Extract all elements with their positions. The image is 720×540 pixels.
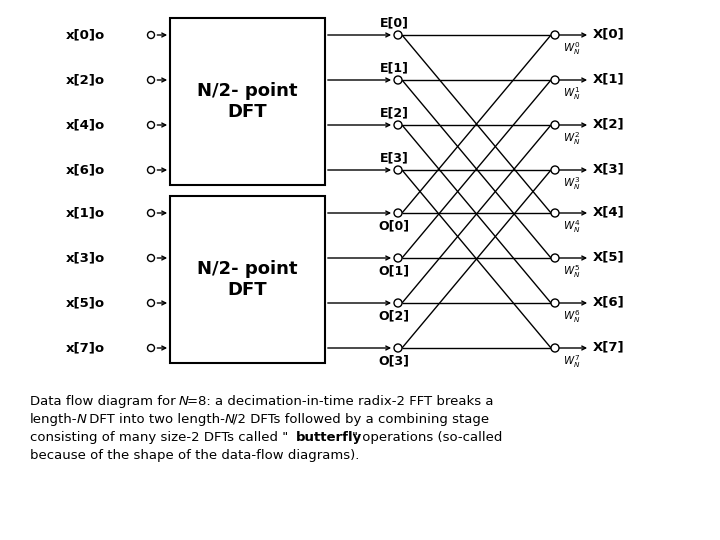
Text: $N$: $N$ [178,395,189,408]
Text: length-: length- [30,413,78,426]
Text: X[6]: X[6] [593,295,625,308]
Text: Data flow diagram for: Data flow diagram for [30,395,180,408]
Circle shape [394,209,402,217]
Text: x[2]o: x[2]o [66,73,105,86]
Text: $W_N^{7}$: $W_N^{7}$ [563,353,580,370]
Text: butterfly: butterfly [296,431,362,444]
Text: X[2]: X[2] [593,118,625,131]
Circle shape [148,300,155,307]
Circle shape [551,209,559,217]
Text: x[0]o: x[0]o [66,29,105,42]
Circle shape [148,254,155,261]
Text: $W_N^{6}$: $W_N^{6}$ [563,308,580,325]
Circle shape [551,344,559,352]
Text: X[0]: X[0] [593,28,625,40]
Circle shape [394,31,402,39]
Circle shape [148,210,155,217]
Circle shape [551,121,559,129]
Text: O[1]: O[1] [379,264,410,277]
Circle shape [551,76,559,84]
Text: $W_N^{0}$: $W_N^{0}$ [563,40,580,57]
Text: x[5]o: x[5]o [66,296,105,309]
Text: $W_N^{3}$: $W_N^{3}$ [563,175,580,192]
Text: X[5]: X[5] [593,251,625,264]
Text: $W_N^{1}$: $W_N^{1}$ [563,85,580,102]
Circle shape [148,166,155,173]
Circle shape [394,121,402,129]
Text: N/2- point
DFT: N/2- point DFT [197,82,298,121]
Circle shape [394,344,402,352]
Text: O[2]: O[2] [379,309,410,322]
Text: $W_N^{4}$: $W_N^{4}$ [563,218,580,235]
Text: consisting of many size-2 DFTs called ": consisting of many size-2 DFTs called " [30,431,288,444]
Text: x[7]o: x[7]o [66,341,105,354]
Text: O[0]: O[0] [379,219,410,232]
Text: E[0]: E[0] [379,16,408,29]
Text: x[1]o: x[1]o [66,206,105,219]
Text: $W_N^{5}$: $W_N^{5}$ [563,263,580,280]
Text: " operations (so-called: " operations (so-called [352,431,503,444]
Circle shape [551,166,559,174]
Text: DFT into two length-: DFT into two length- [85,413,225,426]
Text: $N$: $N$ [224,413,235,426]
Text: $W_N^{2}$: $W_N^{2}$ [563,130,580,147]
Text: because of the shape of the data-flow diagrams).: because of the shape of the data-flow di… [30,449,359,462]
Text: x[6]o: x[6]o [66,164,105,177]
Text: E[3]: E[3] [379,151,408,164]
Text: E[1]: E[1] [379,61,408,74]
Text: N/2- point
DFT: N/2- point DFT [197,260,298,299]
Text: E[2]: E[2] [379,106,408,119]
Circle shape [148,345,155,352]
Text: X[1]: X[1] [593,72,625,85]
Text: X[3]: X[3] [593,163,625,176]
Circle shape [148,122,155,129]
Text: X[4]: X[4] [593,206,625,219]
Text: x[3]o: x[3]o [66,252,105,265]
Text: =8: a decimation-in-time radix-2 FFT breaks a: =8: a decimation-in-time radix-2 FFT bre… [187,395,493,408]
Circle shape [551,31,559,39]
Text: $N$: $N$ [76,413,88,426]
Circle shape [551,254,559,262]
Circle shape [551,299,559,307]
Circle shape [394,166,402,174]
Circle shape [394,254,402,262]
Text: X[7]: X[7] [593,341,625,354]
Circle shape [394,299,402,307]
Circle shape [148,77,155,84]
Circle shape [394,76,402,84]
FancyBboxPatch shape [170,18,325,185]
Text: x[4]o: x[4]o [66,118,105,132]
FancyBboxPatch shape [170,196,325,363]
Text: /2 DFTs followed by a combining stage: /2 DFTs followed by a combining stage [233,413,489,426]
Text: O[3]: O[3] [379,354,410,367]
Circle shape [148,31,155,38]
